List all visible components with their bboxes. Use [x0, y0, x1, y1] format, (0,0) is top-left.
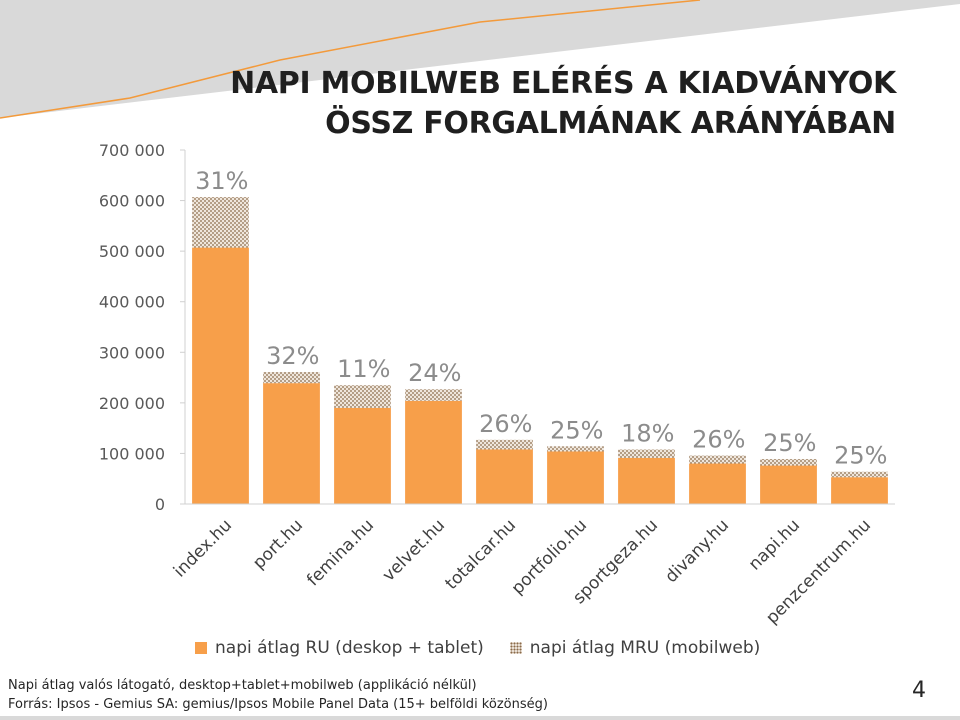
bar-mru-velvet-hu	[405, 389, 462, 401]
bar-mru-portfolio-hu	[547, 446, 604, 452]
bar-ru-index-hu	[192, 247, 249, 505]
bars: 31% 32% 11% 24% 26% 25% 18% 26% 25% 25%	[192, 167, 888, 505]
bar-mru-port-hu	[263, 372, 320, 384]
bar-percent-label: 31%	[195, 167, 248, 195]
legend-swatch-ru	[195, 642, 207, 654]
page-number: 4	[912, 678, 926, 703]
bar-percent-label: 18%	[621, 419, 674, 447]
y-tick-label: 0	[155, 495, 165, 514]
y-tick-label: 500 000	[99, 242, 165, 261]
bar-percent-label: 32%	[266, 342, 319, 370]
chart-title: NAPI MOBILWEB ELÉRÉS A KIADVÁNYOK ÖSSZ F…	[110, 64, 896, 144]
decor-band-bottom	[0, 716, 960, 720]
bar-percent-label: 25%	[550, 416, 603, 444]
legend-label-mru: napi átlag MRU (mobilweb)	[529, 638, 761, 658]
bar-percent-label: 25%	[834, 442, 887, 470]
bar-mru-totalcar-hu	[476, 439, 533, 450]
bar-mru-penzcentrum-hu	[831, 471, 888, 478]
bar-ru-sportgeza-hu	[618, 457, 675, 504]
bar-ru-velvet-hu	[405, 400, 462, 504]
bar-percent-label: 24%	[408, 359, 461, 387]
decor-band-top-left	[0, 0, 960, 118]
bar-ru-penzcentrum-hu	[831, 477, 888, 504]
y-tick-label: 400 000	[99, 293, 165, 312]
bar-mru-femina-hu	[334, 385, 391, 408]
y-tick-label: 200 000	[99, 394, 165, 413]
chart-title-line-2: ÖSSZ FORGALMÁNAK ARÁNYÁBAN	[325, 106, 896, 141]
bar-mru-divany-hu	[689, 455, 746, 464]
chart-title-line-1: NAPI MOBILWEB ELÉRÉS A KIADVÁNYOK	[230, 66, 896, 101]
bar-percent-label: 26%	[692, 425, 745, 453]
x-tick-label: divany.hu	[661, 515, 733, 587]
legend-item-ru: napi átlag RU (deskop + tablet)	[195, 638, 484, 658]
bar-percent-label: 26%	[479, 410, 532, 438]
x-tick-label: velvet.hu	[379, 515, 449, 585]
bar-mru-napi-hu	[760, 458, 817, 466]
x-tick-label: femina.hu	[303, 515, 378, 590]
bar-ru-femina-hu	[334, 407, 391, 504]
y-axis: 0 100 000 200 000 300 000 400 000 500 000 600 …	[99, 141, 186, 514]
decor-accent-line	[0, 0, 701, 119]
legend-label-ru: napi átlag RU (deskop + tablet)	[215, 638, 484, 658]
y-tick-label: 100 000	[99, 444, 165, 463]
bar-ru-totalcar-hu	[476, 449, 533, 504]
x-tick-label: port.hu	[249, 515, 307, 573]
bar-mru-index-hu	[192, 197, 249, 248]
bar-percent-label: 25%	[763, 429, 816, 457]
x-tick-label: napi.hu	[745, 515, 804, 574]
legend-swatch-mru	[509, 642, 522, 654]
bar-ru-portfolio-hu	[547, 451, 604, 504]
x-tick-label: index.hu	[170, 515, 236, 581]
bar-percent-label: 11%	[337, 355, 390, 383]
x-tick-label: totalcar.hu	[442, 515, 521, 594]
y-tick-label: 700 000	[99, 141, 165, 160]
footnote-line-2: Forrás: Ipsos - Gemius SA: gemius/Ipsos …	[8, 697, 548, 712]
legend-item-mru: napi átlag MRU (mobilweb)	[509, 638, 761, 658]
legend: napi átlag RU (deskop + tablet) napi átl…	[195, 638, 895, 658]
bar-ru-port-hu	[263, 383, 320, 504]
footnote: Napi átlag valós látogató, desktop+table…	[8, 676, 548, 714]
y-tick-label: 600 000	[99, 192, 165, 211]
footnote-line-1: Napi átlag valós látogató, desktop+table…	[8, 678, 477, 693]
y-tick-label: 300 000	[99, 343, 165, 362]
bar-ru-napi-hu	[760, 465, 817, 504]
bar-ru-divany-hu	[689, 463, 746, 504]
bar-mru-sportgeza-hu	[618, 449, 675, 458]
